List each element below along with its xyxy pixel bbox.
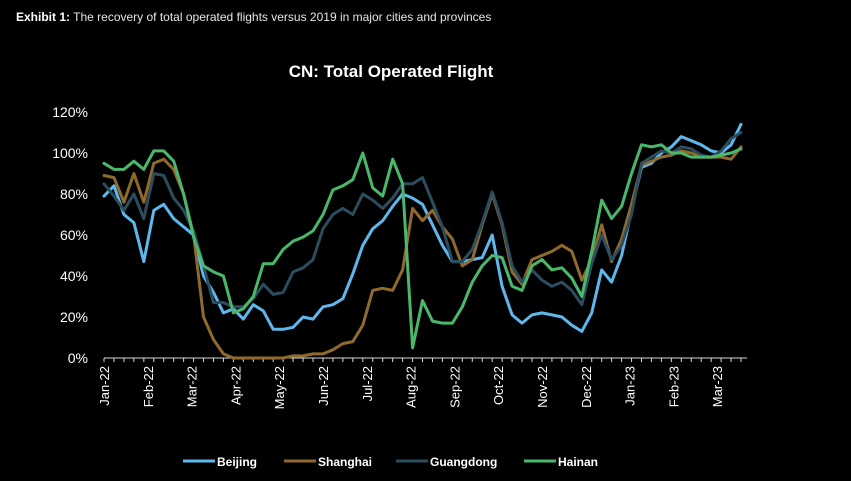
- x-tick-label: Mar-22: [185, 366, 200, 407]
- y-tick-label: 20%: [60, 309, 88, 325]
- legend-label-beijing: Beijing: [217, 455, 257, 469]
- x-tick-label: Dec-22: [579, 366, 594, 408]
- x-tick-label: Nov-22: [535, 366, 550, 408]
- x-tick-label: Aug-22: [404, 366, 419, 408]
- x-tick-label: May-22: [272, 366, 287, 409]
- legend-label-guangdong: Guangdong: [430, 455, 497, 469]
- x-tick-label: Jul-22: [360, 366, 375, 401]
- y-tick-label: 100%: [52, 145, 88, 161]
- series-line-hainan: [102, 143, 743, 350]
- y-tick-label: 40%: [60, 268, 88, 284]
- legend-label-hainan: Hainan: [558, 455, 598, 469]
- y-tick-label: 60%: [60, 227, 88, 243]
- y-axis: 0% 20% 40% 60% 80% 100% 120%: [52, 104, 88, 366]
- x-axis: Jan-22 Feb-22 Mar-22 Apr-22 May-22 Jun-22 Jul-…: [97, 357, 747, 409]
- x-tick-label: Jan-22: [97, 366, 112, 406]
- x-tick-label: Apr-22: [228, 366, 243, 405]
- y-tick-label: 120%: [52, 104, 88, 120]
- x-tick-label: Feb-22: [141, 366, 156, 407]
- y-tick-label: 80%: [60, 186, 88, 202]
- chart-title: CN: Total Operated Flight: [289, 62, 494, 81]
- y-tick-label: 0%: [68, 350, 88, 366]
- legend: Beijing Shanghai Guangdong Hainan: [183, 455, 598, 469]
- x-tick-label: Feb-23: [666, 366, 681, 407]
- exhibit-text: The recovery of total operated flights v…: [73, 10, 492, 24]
- x-tick-label: Jan-23: [623, 366, 638, 406]
- exhibit-label: Exhibit 1:: [16, 10, 71, 24]
- exhibit-caption: Exhibit 1: The recovery of total operate…: [16, 10, 491, 24]
- x-tick-label: Jun-22: [316, 366, 331, 406]
- x-tick-label: Sep-22: [447, 366, 462, 408]
- series-line-guangdong: [102, 131, 743, 309]
- x-tick-label: Mar-23: [710, 366, 725, 407]
- x-tick-label: Oct-22: [491, 366, 506, 405]
- legend-label-shanghai: Shanghai: [318, 455, 372, 469]
- plot-area: [102, 122, 743, 360]
